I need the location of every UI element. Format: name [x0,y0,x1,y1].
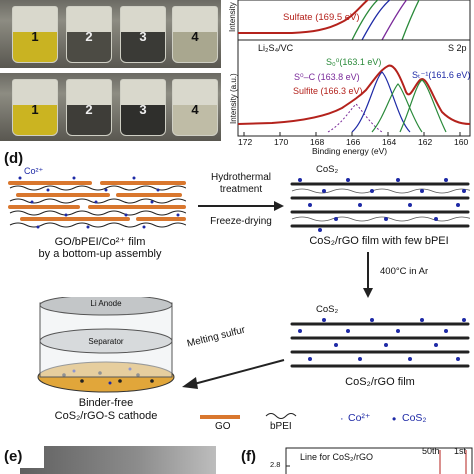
cos2-label-mid: CoS₂ [316,304,339,315]
xps-plot [237,0,471,137]
xtick: 172 [238,137,253,147]
xps-bottom-ylabel: Intensity (a.u.) [229,73,238,124]
vial-1: 1 [12,79,58,136]
vials-photo-bottom: 1 2 3 4 [0,73,221,141]
xps-xticks: 172 170 168 166 164 162 160 [234,137,474,147]
arrow1-label-top: Hydrothermal [210,172,272,183]
arrow-hydrothermal [198,201,284,211]
cell-separator-label: Separator [88,337,124,346]
xps-top-ylabel: Intensity [228,2,237,32]
cell-anode-label: Li Anode [90,299,122,308]
legend-co-dot: · [340,413,344,425]
arrow1-label-bottom: Freeze-drying [210,216,272,227]
legend-bpei-label: bPEI [270,421,292,432]
sulfate-label: Sulfate (169.5 eV) [283,12,360,23]
vial-2: 2 [66,6,112,63]
film1-caption-line1: GO/bPEI/Co²⁺ film [54,236,146,248]
xps-xlabel: Binding energy (eV) [312,146,388,156]
vial-2: 2 [66,79,112,136]
cell-caption-line2: CoS₂/rGO-S cathode [54,410,158,422]
sulfite-label: Sulfite (166.3 eV) [293,86,363,96]
legend-go-label: GO [215,421,231,432]
cycle-50-label: 50th [422,446,440,456]
film1-caption-line2: by a bottom-up assembly [38,248,162,260]
film3-diagram [290,318,470,368]
ytick-label: 2.8 [270,460,281,469]
legend-bpei-swatch [265,413,297,419]
vial-3: 3 [120,6,166,63]
xtick: 168 [310,137,325,147]
line-label: Line for CoS₂/rGO [300,452,374,462]
arrow-melting [182,359,285,389]
panel-d-letter: (d) [4,150,24,167]
legend-co-label: Co²⁺ [348,412,371,424]
film2-diagram [290,178,470,232]
vial-4: 4 [172,79,218,136]
xtick: 160 [454,137,469,147]
arrow1-label-top2: treatment [219,184,263,195]
panel-e-letter: (e) [4,448,23,465]
orbital-label: S 2p [448,43,467,53]
arrow2-label: 400°C in Ar [380,266,429,277]
battery-cell [37,297,175,393]
tem-image [20,446,216,474]
vials-photo-top: 1 2 3 4 [0,0,221,68]
xtick: 166 [346,137,361,147]
xtick: 162 [418,137,433,147]
panel-f-letter: (f) [241,448,256,465]
peak-s0c-label: S⁰–C (163.8 eV) [294,72,360,82]
co-ion-label: Co²⁺ [24,166,44,176]
peak-s0-label: S₀⁰(163.1 eV) [326,57,382,67]
arrow-anneal [363,252,373,298]
voltage-plot [285,447,473,474]
xtick: 170 [274,137,289,147]
cell-caption-line1: Binder-free [78,397,134,409]
film1-diagram [8,176,186,229]
vial-3: 3 [120,79,166,136]
panel-e-letter-box [2,446,44,468]
cos2-label-top: CoS₂ [316,164,339,175]
xtick: 164 [382,137,397,147]
film2-caption: CoS₂/rGO film with few bPEI [309,235,449,247]
arrow3-label: Melting sulfur [186,324,247,350]
cycle-1-label: 1st [454,446,467,456]
vial-4: 4 [172,6,218,63]
legend-go-swatch [200,415,240,419]
legend-cos2-label: CoS₂ [402,412,427,424]
vial-1: 1 [12,6,58,63]
sample-label: Li₂S₄/VC [258,43,294,53]
peak-st-label: Sₜ⁻¹(161.6 eV) [412,70,471,80]
film3-caption: CoS₂/rGO film [345,376,415,388]
legend-cos2-dot: • [392,412,397,426]
